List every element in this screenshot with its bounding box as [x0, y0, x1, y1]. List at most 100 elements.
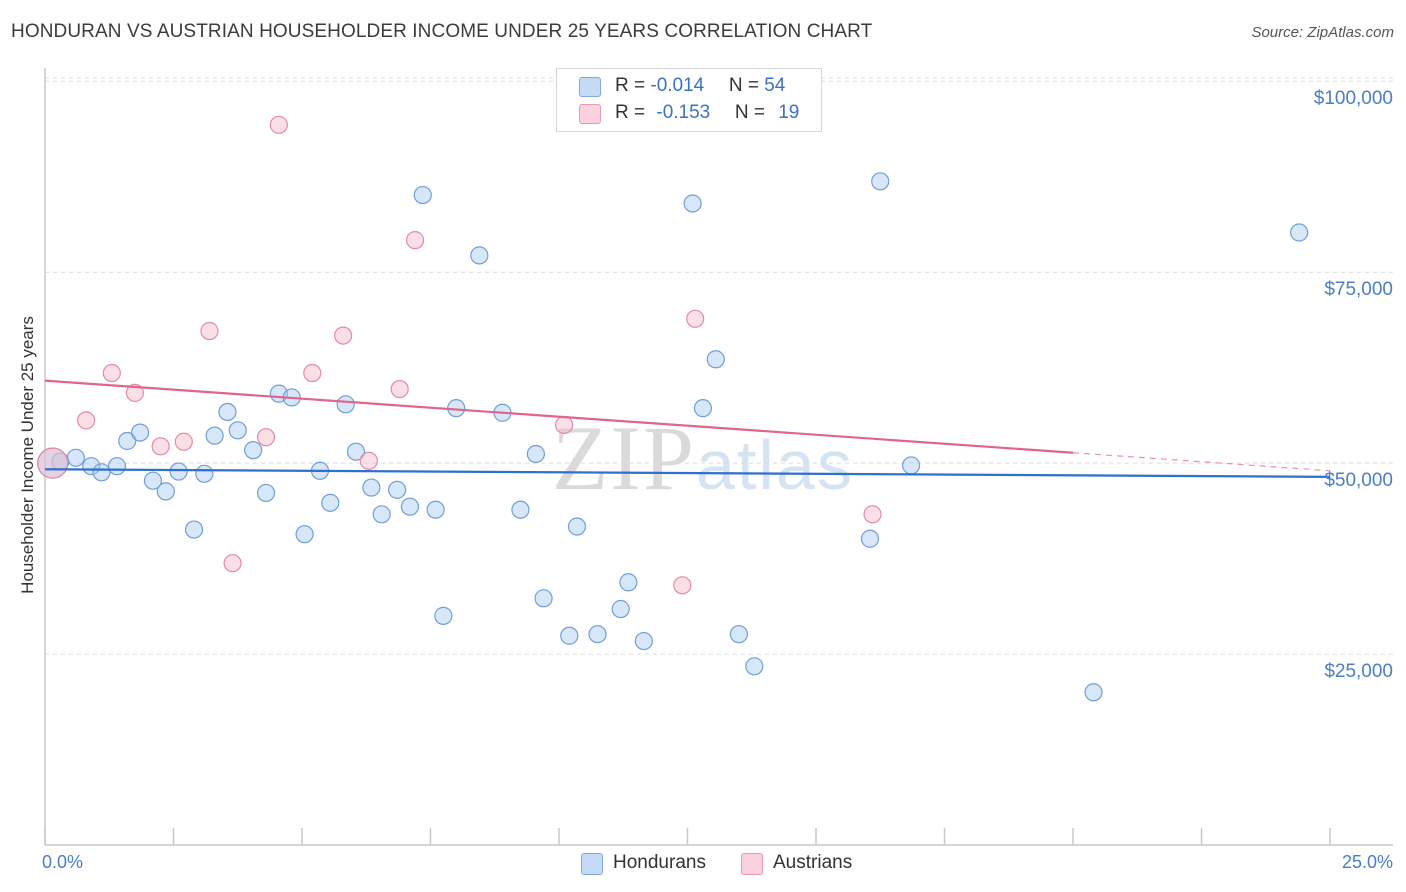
hondurans-point-16 — [256, 483, 276, 503]
legend-r-value: -0.153 — [656, 102, 711, 123]
legend-n-value: 19 — [778, 102, 800, 123]
trend-lines — [44, 379, 1331, 478]
austrians-point-12 — [359, 451, 378, 470]
hondurans-point-15 — [244, 441, 263, 460]
austrians-point-17 — [686, 309, 705, 328]
hondurans-point-4 — [107, 457, 127, 476]
hondurans-point-13 — [218, 402, 237, 422]
hondurans-point-21 — [321, 493, 340, 512]
hondurans-point-40 — [611, 599, 630, 619]
hondurans-point-34 — [511, 500, 530, 519]
hondurans-point-35 — [526, 444, 545, 464]
hondurans-point-10 — [184, 520, 204, 539]
hondurans-point-49 — [871, 172, 890, 191]
series-legend: Hondurans Austrians — [0, 850, 1406, 880]
hondurans-point-6 — [130, 423, 150, 442]
austrians-trend-line — [44, 379, 1074, 454]
legend-text-austrians: R = -0.153 N = 19 — [615, 102, 799, 124]
source-label: Source: ZipAtlas.com — [1251, 24, 1394, 41]
legend-text-hondurans: R = -0.014 N = 54 — [615, 75, 785, 97]
watermark-atlas: atlas — [696, 426, 854, 504]
legend-swatch-hondurans — [579, 77, 601, 97]
hondurans-point-52 — [1290, 223, 1309, 242]
hondurans-point-32 — [470, 246, 489, 265]
hondurans-point-25 — [372, 505, 391, 524]
legend-swatch-hondurans — [581, 853, 603, 875]
hondurans-point-12 — [205, 426, 224, 445]
legend-n-label: N = — [734, 102, 771, 123]
austrians-point-16 — [673, 576, 692, 595]
legend-label-austrians: Austrians — [773, 852, 853, 873]
hondurans-point-14 — [228, 421, 247, 440]
hondurans-point-19 — [295, 525, 314, 544]
austrians-point-2 — [102, 363, 121, 383]
legend-r-label: R = — [615, 75, 651, 96]
austrians-point-10 — [303, 363, 322, 383]
austrians-point-5 — [174, 432, 193, 451]
legend-n-value: 54 — [764, 75, 786, 96]
x-tick-label-max: 25.0% — [1341, 852, 1393, 872]
austrians-trend-extension — [1072, 452, 1331, 472]
hondurans-point-1 — [66, 448, 85, 467]
legend-swatch-austrians — [741, 853, 763, 875]
hondurans-point-29 — [426, 500, 445, 519]
austrians-point-1 — [77, 411, 96, 430]
legend-swatch-austrians — [579, 104, 601, 124]
hondurans-point-43 — [683, 194, 702, 213]
y-axis-label: Householder Income Under 25 years — [18, 316, 37, 594]
x-tick-label-min: 0.0% — [42, 852, 84, 872]
hondurans-point-50 — [901, 456, 921, 475]
hondurans-point-26 — [387, 480, 407, 499]
hondurans-point-39 — [588, 625, 607, 644]
hondurans-point-27 — [400, 497, 420, 516]
hondurans-point-47 — [745, 657, 764, 676]
y-tick-label-0: $25,000 — [1324, 661, 1393, 683]
data-points — [37, 115, 1309, 702]
hondurans-point-24 — [362, 478, 381, 497]
legend-label-hondurans: Hondurans — [613, 852, 706, 873]
y-tick-label-3: $100,000 — [1313, 88, 1393, 110]
legend-r-label: R = — [615, 102, 651, 123]
austrians-point-4 — [151, 437, 170, 456]
hondurans-point-42 — [634, 631, 653, 651]
austrians-point-7 — [223, 554, 242, 573]
austrians-point-6 — [200, 321, 219, 341]
austrians-point-11 — [334, 326, 353, 345]
austrians-point-8 — [256, 428, 276, 447]
austrians-point-15 — [555, 415, 574, 435]
hondurans-point-38 — [567, 517, 587, 536]
axes — [44, 68, 1393, 846]
hondurans-point-22 — [336, 395, 355, 414]
hondurans-point-3 — [92, 463, 111, 482]
hondurans-point-45 — [706, 350, 725, 369]
legend-r-value: -0.014 — [650, 75, 705, 96]
hondurans-point-9 — [169, 462, 188, 481]
hondurans-point-28 — [413, 185, 432, 205]
austrians-point-18 — [863, 505, 882, 524]
hondurans-point-23 — [346, 442, 366, 461]
austrians-point-3 — [125, 383, 145, 402]
legend-n-label: N = — [728, 75, 765, 96]
hondurans-point-36 — [534, 589, 553, 608]
austrians-point-14 — [405, 231, 425, 250]
y-tick-label-2: $75,000 — [1324, 279, 1393, 301]
austrians-point-9 — [269, 115, 288, 134]
hondurans-point-11 — [195, 464, 214, 483]
hondurans-point-5 — [118, 431, 137, 451]
hondurans-point-7 — [143, 471, 163, 490]
hondurans-point-41 — [619, 573, 638, 592]
y-tick-label-1: $50,000 — [1324, 470, 1393, 492]
austrians-point-13 — [390, 379, 409, 399]
hondurans-point-44 — [693, 399, 713, 418]
hondurans-point-51 — [1084, 683, 1103, 702]
hondurans-point-37 — [560, 626, 579, 645]
hondurans-point-8 — [156, 482, 175, 501]
correlation-legend: R = -0.014 N = 54 R = -0.153 N = 19 — [556, 68, 822, 132]
hondurans-point-48 — [860, 529, 880, 548]
austrians-point-0 — [37, 447, 69, 479]
hondurans-point-46 — [729, 625, 749, 644]
hondurans-trend-line — [44, 468, 1331, 478]
hondurans-point-30 — [434, 606, 453, 625]
chart-title: HONDURAN VS AUSTRIAN HOUSEHOLDER INCOME … — [11, 21, 873, 42]
